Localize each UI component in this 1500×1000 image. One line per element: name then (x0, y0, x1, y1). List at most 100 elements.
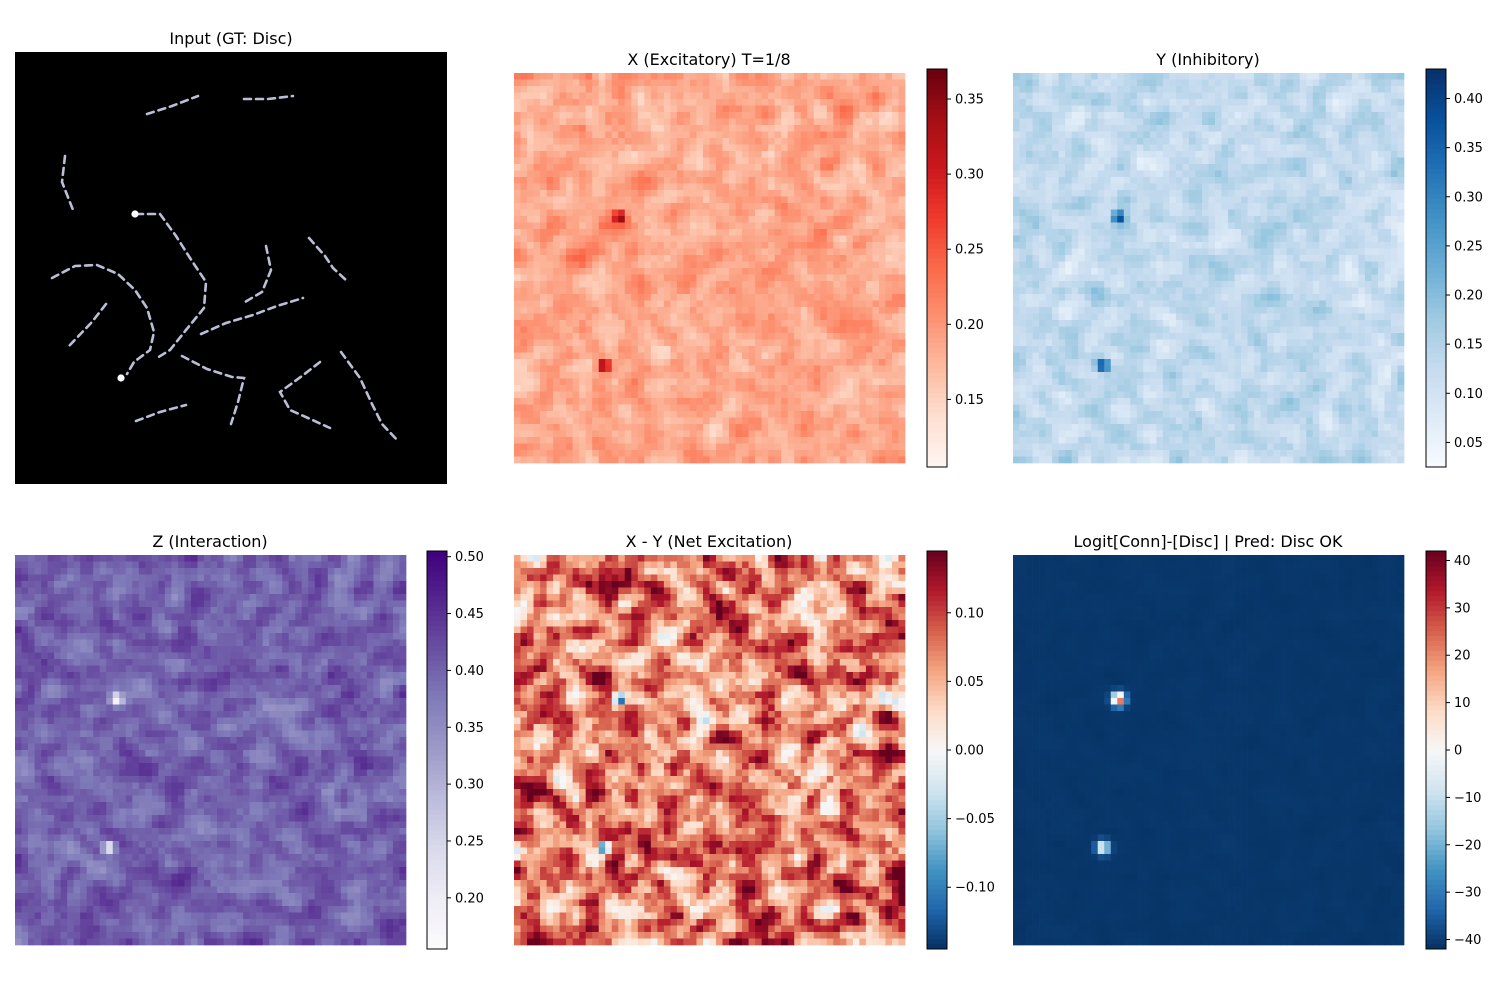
heatmap-cell (664, 288, 671, 295)
heatmap-cell (618, 158, 625, 165)
heatmap-cell (1261, 184, 1268, 191)
heatmap-cell (781, 99, 788, 106)
heatmap-cell (775, 171, 782, 178)
heatmap-cell (521, 99, 528, 106)
heatmap-cell (1189, 99, 1196, 106)
heatmap-cell (560, 268, 567, 275)
heatmap-cell (768, 125, 775, 132)
heatmap-cell (696, 444, 703, 451)
heatmap-cell (579, 203, 586, 210)
heatmap-cell (1091, 177, 1098, 184)
heatmap-cell (736, 184, 743, 191)
heatmap-cell (547, 138, 554, 145)
heatmap-cell (1235, 138, 1242, 145)
heatmap-cell (827, 86, 834, 93)
heatmap-cell (1365, 86, 1372, 93)
heatmap-cell (872, 457, 879, 464)
heatmap-cell (827, 262, 834, 269)
heatmap-cell (768, 119, 775, 126)
heatmap-cell (579, 164, 586, 171)
heatmap-cell (859, 171, 866, 178)
heatmap-cell (749, 138, 756, 145)
heatmap-cell (547, 372, 554, 379)
heatmap-cell (723, 450, 730, 457)
heatmap-cell (1365, 190, 1372, 197)
heatmap-cell (677, 340, 684, 347)
heatmap-cell (814, 372, 821, 379)
heatmap-cell (547, 210, 554, 217)
heatmap-cell (631, 353, 638, 360)
heatmap-cell (540, 398, 547, 405)
heatmap-cell (814, 437, 821, 444)
heatmap-cell (1215, 112, 1222, 119)
heatmap-cell (1254, 158, 1261, 165)
heatmap-cell (534, 132, 541, 139)
heatmap-cell (651, 203, 658, 210)
heatmap-cell (1137, 73, 1144, 80)
heatmap-cell (670, 366, 677, 373)
heatmap-cell (1228, 73, 1235, 80)
heatmap-cell (677, 372, 684, 379)
heatmap-cell (553, 223, 560, 230)
heatmap-cell (1195, 73, 1202, 80)
heatmap-cell (846, 281, 853, 288)
heatmap-cell (1143, 171, 1150, 178)
heatmap-cell (514, 184, 521, 191)
heatmap-cell (742, 177, 749, 184)
heatmap-cell (866, 184, 873, 191)
heatmap-cell (1332, 184, 1339, 191)
heatmap-cell (710, 125, 717, 132)
heatmap-cell (1319, 99, 1326, 106)
heatmap-cell (514, 145, 521, 152)
heatmap-cell (885, 379, 892, 386)
heatmap-cell (820, 444, 827, 451)
heatmap-cell (670, 86, 677, 93)
heatmap-cell (742, 366, 749, 373)
heatmap-cell (547, 444, 554, 451)
heatmap-cell (840, 106, 847, 113)
heatmap-cell (540, 327, 547, 334)
heatmap-cell (651, 73, 658, 80)
heatmap-cell (1156, 73, 1163, 80)
heatmap-cell (1046, 106, 1053, 113)
heatmap-cell (1065, 216, 1072, 223)
heatmap-cell (716, 184, 723, 191)
heatmap-cell (1254, 132, 1261, 139)
heatmap-cell (651, 210, 658, 217)
heatmap-cell (631, 138, 638, 145)
heatmap-cell (879, 158, 886, 165)
heatmap-cell (618, 411, 625, 418)
heatmap-cell (1163, 80, 1170, 87)
heatmap-cell (644, 366, 651, 373)
heatmap-cell (586, 294, 593, 301)
heatmap-cell (1365, 80, 1372, 87)
heatmap-cell (1215, 86, 1222, 93)
heatmap-cell (1228, 145, 1235, 152)
panel-title-xy: X - Y (Net Excitation) (626, 532, 793, 551)
heatmap-cell (1391, 177, 1398, 184)
heatmap-cell (736, 119, 743, 126)
heatmap-cell (1209, 203, 1216, 210)
heatmap-cell (586, 372, 593, 379)
heatmap-cell (716, 177, 723, 184)
heatmap-cell (540, 411, 547, 418)
heatmap-cell (1280, 86, 1287, 93)
heatmap-cell (827, 93, 834, 100)
heatmap-cell (514, 418, 521, 425)
heatmap-cell (651, 301, 658, 308)
heatmap-cell (710, 86, 717, 93)
heatmap-cell (729, 151, 736, 158)
heatmap-cell (514, 190, 521, 197)
heatmap-cell (1039, 190, 1046, 197)
heatmap-cell (898, 411, 905, 418)
heatmap-cell (1215, 190, 1222, 197)
heatmap-cell (1397, 203, 1404, 210)
heatmap-cell (1052, 210, 1059, 217)
heatmap-cell (801, 314, 808, 321)
heatmap-cell (755, 457, 762, 464)
heatmap-cell (853, 301, 860, 308)
heatmap-cell (599, 372, 606, 379)
heatmap-cell (807, 392, 814, 399)
heatmap-cell (1059, 210, 1066, 217)
heatmap-cell (560, 333, 567, 340)
